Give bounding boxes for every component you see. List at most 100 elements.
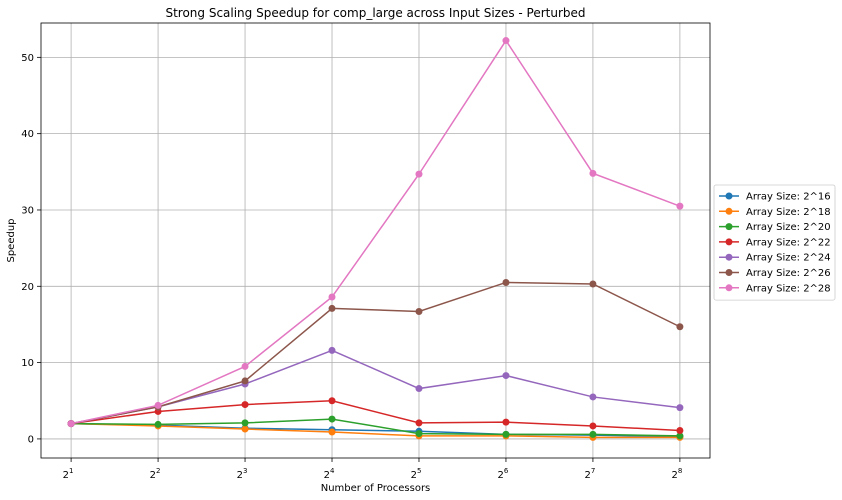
data-point — [241, 401, 249, 409]
y-axis-ticks: 0 10 20 30 40 50 — [21, 53, 41, 445]
legend-box — [713, 184, 836, 301]
legend-label: Array Size: 2^24 — [746, 253, 831, 264]
data-point — [502, 372, 510, 380]
y-tick-label: 40 — [21, 129, 34, 140]
data-point — [415, 385, 423, 393]
x-tick-base: 2 — [585, 470, 591, 481]
legend-swatch-marker — [725, 192, 733, 200]
legend-label: Array Size: 2^26 — [746, 268, 831, 279]
data-point — [415, 307, 423, 315]
x-tick-label: 27 — [585, 467, 596, 481]
data-point — [589, 422, 597, 430]
legend-entry: Array Size: 2^28 — [719, 283, 831, 294]
x-tick-base: 2 — [324, 470, 330, 481]
legend-label: Array Size: 2^28 — [746, 283, 831, 294]
legend-label: Array Size: 2^18 — [746, 207, 831, 218]
x-tick-base: 2 — [63, 470, 69, 481]
series-group — [67, 346, 684, 428]
data-point — [502, 418, 510, 426]
x-tick-label: 21 — [63, 467, 74, 481]
x-tick-base: 2 — [237, 470, 243, 481]
data-point — [154, 420, 162, 428]
data-point — [589, 393, 597, 401]
x-tick-exponent: 1 — [69, 467, 73, 475]
series-line — [70, 281, 681, 425]
y-tick-label: 10 — [21, 358, 34, 369]
series-line — [71, 418, 680, 437]
data-point — [241, 419, 249, 427]
x-tick-exponent: 4 — [330, 467, 335, 475]
data-point — [154, 401, 162, 409]
x-tick-label: 24 — [324, 467, 335, 481]
legend-label: Array Size: 2^20 — [746, 222, 831, 233]
legend-swatch-marker — [725, 238, 733, 246]
data-point — [502, 278, 510, 286]
data-point — [241, 425, 249, 433]
data-point — [241, 362, 249, 370]
x-tick-exponent: 7 — [591, 467, 595, 475]
legend-swatch-marker — [725, 284, 733, 292]
x-tick-base: 2 — [671, 470, 677, 481]
y-tick-label: 0 — [28, 434, 34, 445]
x-tick-exponent: 2 — [156, 467, 160, 475]
series-group — [67, 37, 684, 428]
data-point — [415, 430, 423, 438]
y-tick-label: 50 — [21, 53, 34, 64]
x-tick-label: 25 — [411, 467, 422, 481]
data-point — [415, 419, 423, 427]
data-point — [676, 432, 684, 440]
chart-title: Strong Scaling Speedup for comp_large ac… — [165, 6, 585, 20]
data-point — [502, 430, 510, 438]
series-line — [70, 39, 681, 425]
legend-swatch-marker — [725, 223, 733, 231]
data-point — [676, 202, 684, 210]
series-group — [67, 278, 684, 428]
grid-lines — [41, 23, 710, 458]
legend-entry: Array Size: 2^24 — [719, 253, 831, 264]
data-point — [676, 404, 684, 412]
x-tick-label: 22 — [150, 467, 161, 481]
data-point — [328, 304, 336, 312]
data-point — [589, 169, 597, 177]
x-tick-exponent: 5 — [417, 467, 421, 475]
data-point — [328, 293, 336, 301]
legend-swatch-marker — [725, 207, 733, 215]
x-tick-exponent: 8 — [678, 467, 682, 475]
data-point — [676, 427, 684, 435]
data-point — [502, 37, 510, 45]
data-point — [589, 430, 597, 438]
series-line — [71, 422, 680, 439]
data-point — [328, 346, 336, 354]
series-line — [71, 400, 680, 432]
x-axis-label: Number of Processors — [321, 483, 431, 494]
legend-entry: Array Size: 2^26 — [719, 268, 831, 279]
data-point — [328, 415, 336, 423]
legend-label: Array Size: 2^22 — [746, 237, 831, 248]
data-point — [241, 377, 249, 385]
data-point — [67, 420, 75, 428]
y-tick-label: 30 — [21, 205, 34, 216]
x-axis-ticks: 21 22 23 24 25 26 27 28 — [63, 458, 682, 481]
legend-label: Array Size: 2^16 — [746, 192, 831, 203]
plot-area-frame — [40, 22, 711, 459]
data-point — [328, 428, 336, 436]
y-axis-label: Speedup — [6, 218, 17, 262]
x-tick-base: 2 — [498, 470, 504, 481]
data-point — [415, 170, 423, 178]
x-tick-exponent: 3 — [243, 467, 247, 475]
x-tick-base: 2 — [150, 470, 156, 481]
series-layer — [67, 37, 684, 441]
x-tick-label: 26 — [498, 467, 509, 481]
legend-swatch-marker — [725, 253, 733, 261]
series-line — [70, 349, 680, 425]
legend-entry: Array Size: 2^16 — [719, 192, 831, 203]
x-tick-label: 23 — [237, 467, 248, 481]
legend-entry: Array Size: 2^20 — [719, 222, 831, 233]
legend-entry: Array Size: 2^18 — [719, 207, 831, 218]
legend: Array Size: 2^16 Array Size: 2^18 Array Si… — [713, 184, 836, 301]
y-tick-label: 20 — [21, 282, 34, 293]
x-tick-label: 28 — [671, 467, 682, 481]
data-point — [328, 397, 336, 405]
data-point — [676, 323, 684, 331]
